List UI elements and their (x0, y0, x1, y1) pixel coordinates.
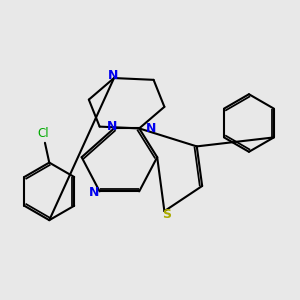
Text: N: N (107, 120, 117, 133)
Text: N: N (108, 69, 119, 82)
Text: N: N (146, 122, 156, 135)
Text: S: S (162, 208, 171, 221)
Text: Cl: Cl (37, 127, 49, 140)
Text: N: N (89, 186, 99, 199)
